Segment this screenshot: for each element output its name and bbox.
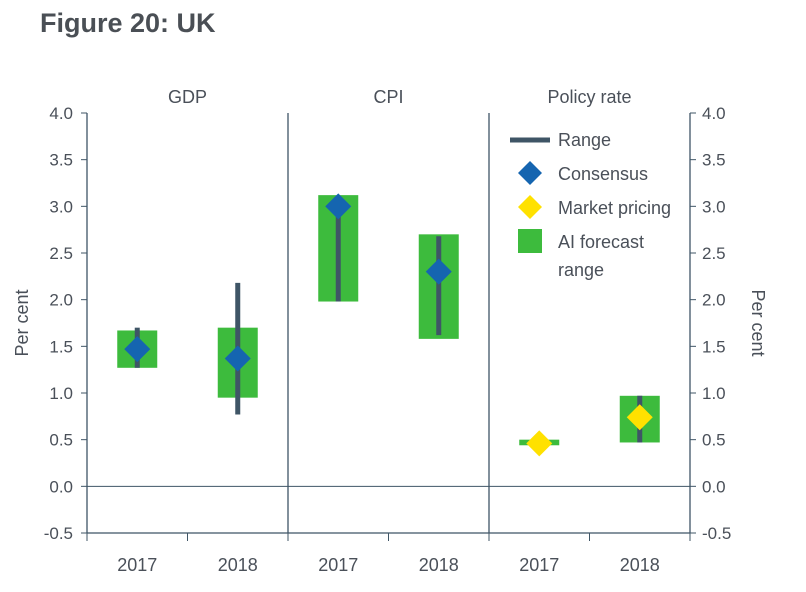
y-tick-label-right: 0.5 xyxy=(702,431,726,450)
x-tick-label: 2018 xyxy=(419,555,459,575)
y-tick-label-left: 2.0 xyxy=(49,291,73,310)
figure-title: Figure 20: UK xyxy=(40,8,216,38)
y-tick-label-right: 2.0 xyxy=(702,291,726,310)
consensus-marker xyxy=(425,258,452,285)
panel-title: CPI xyxy=(373,87,403,107)
legend-market-label: Market pricing xyxy=(558,198,671,218)
market-pricing-marker xyxy=(626,404,653,431)
y-tick-label-left: 2.5 xyxy=(49,244,73,263)
y-tick-label-left: 1.5 xyxy=(49,337,73,356)
legend-market-swatch xyxy=(518,195,542,219)
legend-range-label: Range xyxy=(558,130,611,150)
y-tick-label-right: 2.5 xyxy=(702,244,726,263)
y-tick-label-right: -0.5 xyxy=(702,524,731,543)
y-tick-label-right: 1.0 xyxy=(702,384,726,403)
y-tick-label-left: -0.5 xyxy=(44,524,73,543)
panel-title: Policy rate xyxy=(547,87,631,107)
y-tick-label-left: 0.5 xyxy=(49,431,73,450)
y-tick-label-right: 3.5 xyxy=(702,151,726,170)
legend-ai-label-2: range xyxy=(558,260,604,280)
y-tick-label-right: 1.5 xyxy=(702,337,726,356)
x-tick-label: 2017 xyxy=(117,555,157,575)
legend-consensus-swatch xyxy=(518,161,542,185)
legend-ai-swatch xyxy=(518,229,542,253)
y-tick-label-left: 3.5 xyxy=(49,151,73,170)
legend-consensus-label: Consensus xyxy=(558,164,648,184)
market-pricing-marker xyxy=(526,430,553,457)
x-tick-label: 2018 xyxy=(620,555,660,575)
x-tick-label: 2018 xyxy=(218,555,258,575)
y-tick-label-left: 0.0 xyxy=(49,477,73,496)
y-axis-title-right: Per cent xyxy=(748,289,768,356)
consensus-marker xyxy=(325,193,352,220)
panel-title: GDP xyxy=(168,87,207,107)
consensus-marker xyxy=(224,345,251,372)
consensus-marker xyxy=(124,336,151,363)
legend-ai-label: AI forecast xyxy=(558,232,644,252)
y-tick-label-right: 4.0 xyxy=(702,104,726,123)
y-axis-title-left: Per cent xyxy=(12,289,32,356)
y-tick-label-left: 1.0 xyxy=(49,384,73,403)
y-tick-label-left: 4.0 xyxy=(49,104,73,123)
x-tick-label: 2017 xyxy=(318,555,358,575)
y-tick-label-left: 3.0 xyxy=(49,197,73,216)
y-tick-label-right: 0.0 xyxy=(702,477,726,496)
y-tick-label-right: 3.0 xyxy=(702,197,726,216)
x-tick-label: 2017 xyxy=(519,555,559,575)
